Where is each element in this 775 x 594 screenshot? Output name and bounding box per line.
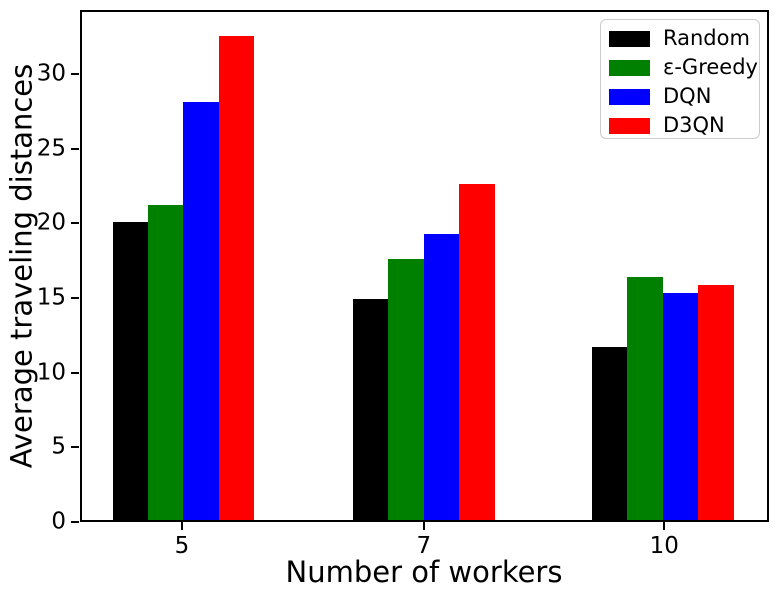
legend-item: ε-Greedy — [601, 53, 759, 82]
bar — [627, 277, 663, 520]
legend-label: DQN — [663, 84, 712, 108]
x-axis-label: Number of workers — [285, 555, 563, 589]
legend-item: Random — [601, 24, 759, 53]
legend-swatch — [609, 59, 650, 76]
x-tick-mark — [663, 522, 666, 530]
y-tick-mark — [71, 446, 79, 449]
bar — [698, 284, 734, 520]
legend-label: Random — [663, 26, 750, 50]
bar — [352, 299, 389, 520]
legend-item: DQN — [601, 82, 759, 111]
y-tick-label: 0 — [51, 508, 66, 535]
y-tick-mark — [71, 73, 79, 76]
plot-inner — [82, 12, 767, 520]
bar — [183, 102, 219, 520]
legend-swatch — [609, 88, 650, 105]
x-tick-label: 7 — [416, 533, 432, 559]
x-tick-mark — [180, 522, 183, 530]
y-tick-label: 20 — [36, 209, 66, 236]
y-tick-mark — [71, 521, 79, 523]
y-tick-label: 25 — [36, 135, 66, 162]
y-tick-mark — [71, 297, 79, 300]
bar — [592, 346, 628, 520]
x-tick-label: 10 — [649, 533, 679, 559]
legend-swatch — [609, 30, 650, 47]
y-tick-mark — [71, 371, 79, 374]
legend-item: D3QN — [601, 111, 759, 140]
bar — [388, 259, 424, 520]
bar — [147, 204, 184, 520]
y-tick-label: 15 — [36, 284, 66, 311]
bar — [459, 183, 495, 520]
y-tick-label: 10 — [36, 359, 66, 386]
y-tick-label: 30 — [36, 60, 66, 87]
legend-swatch — [609, 117, 650, 134]
bar — [218, 35, 255, 520]
bar — [662, 293, 699, 520]
y-tick-label: 5 — [51, 433, 66, 460]
legend-label: D3QN — [663, 113, 725, 137]
y-tick-mark — [71, 147, 79, 150]
legend: Random ε-Greedy DQN D3QN — [600, 19, 760, 139]
y-tick-mark — [71, 222, 79, 225]
bar — [423, 234, 460, 520]
y-axis-label: Average traveling distances — [4, 63, 39, 469]
bar — [112, 222, 148, 520]
x-tick-label: 5 — [174, 533, 190, 559]
x-tick-mark — [422, 522, 425, 530]
legend-label: ε-Greedy — [663, 55, 758, 79]
